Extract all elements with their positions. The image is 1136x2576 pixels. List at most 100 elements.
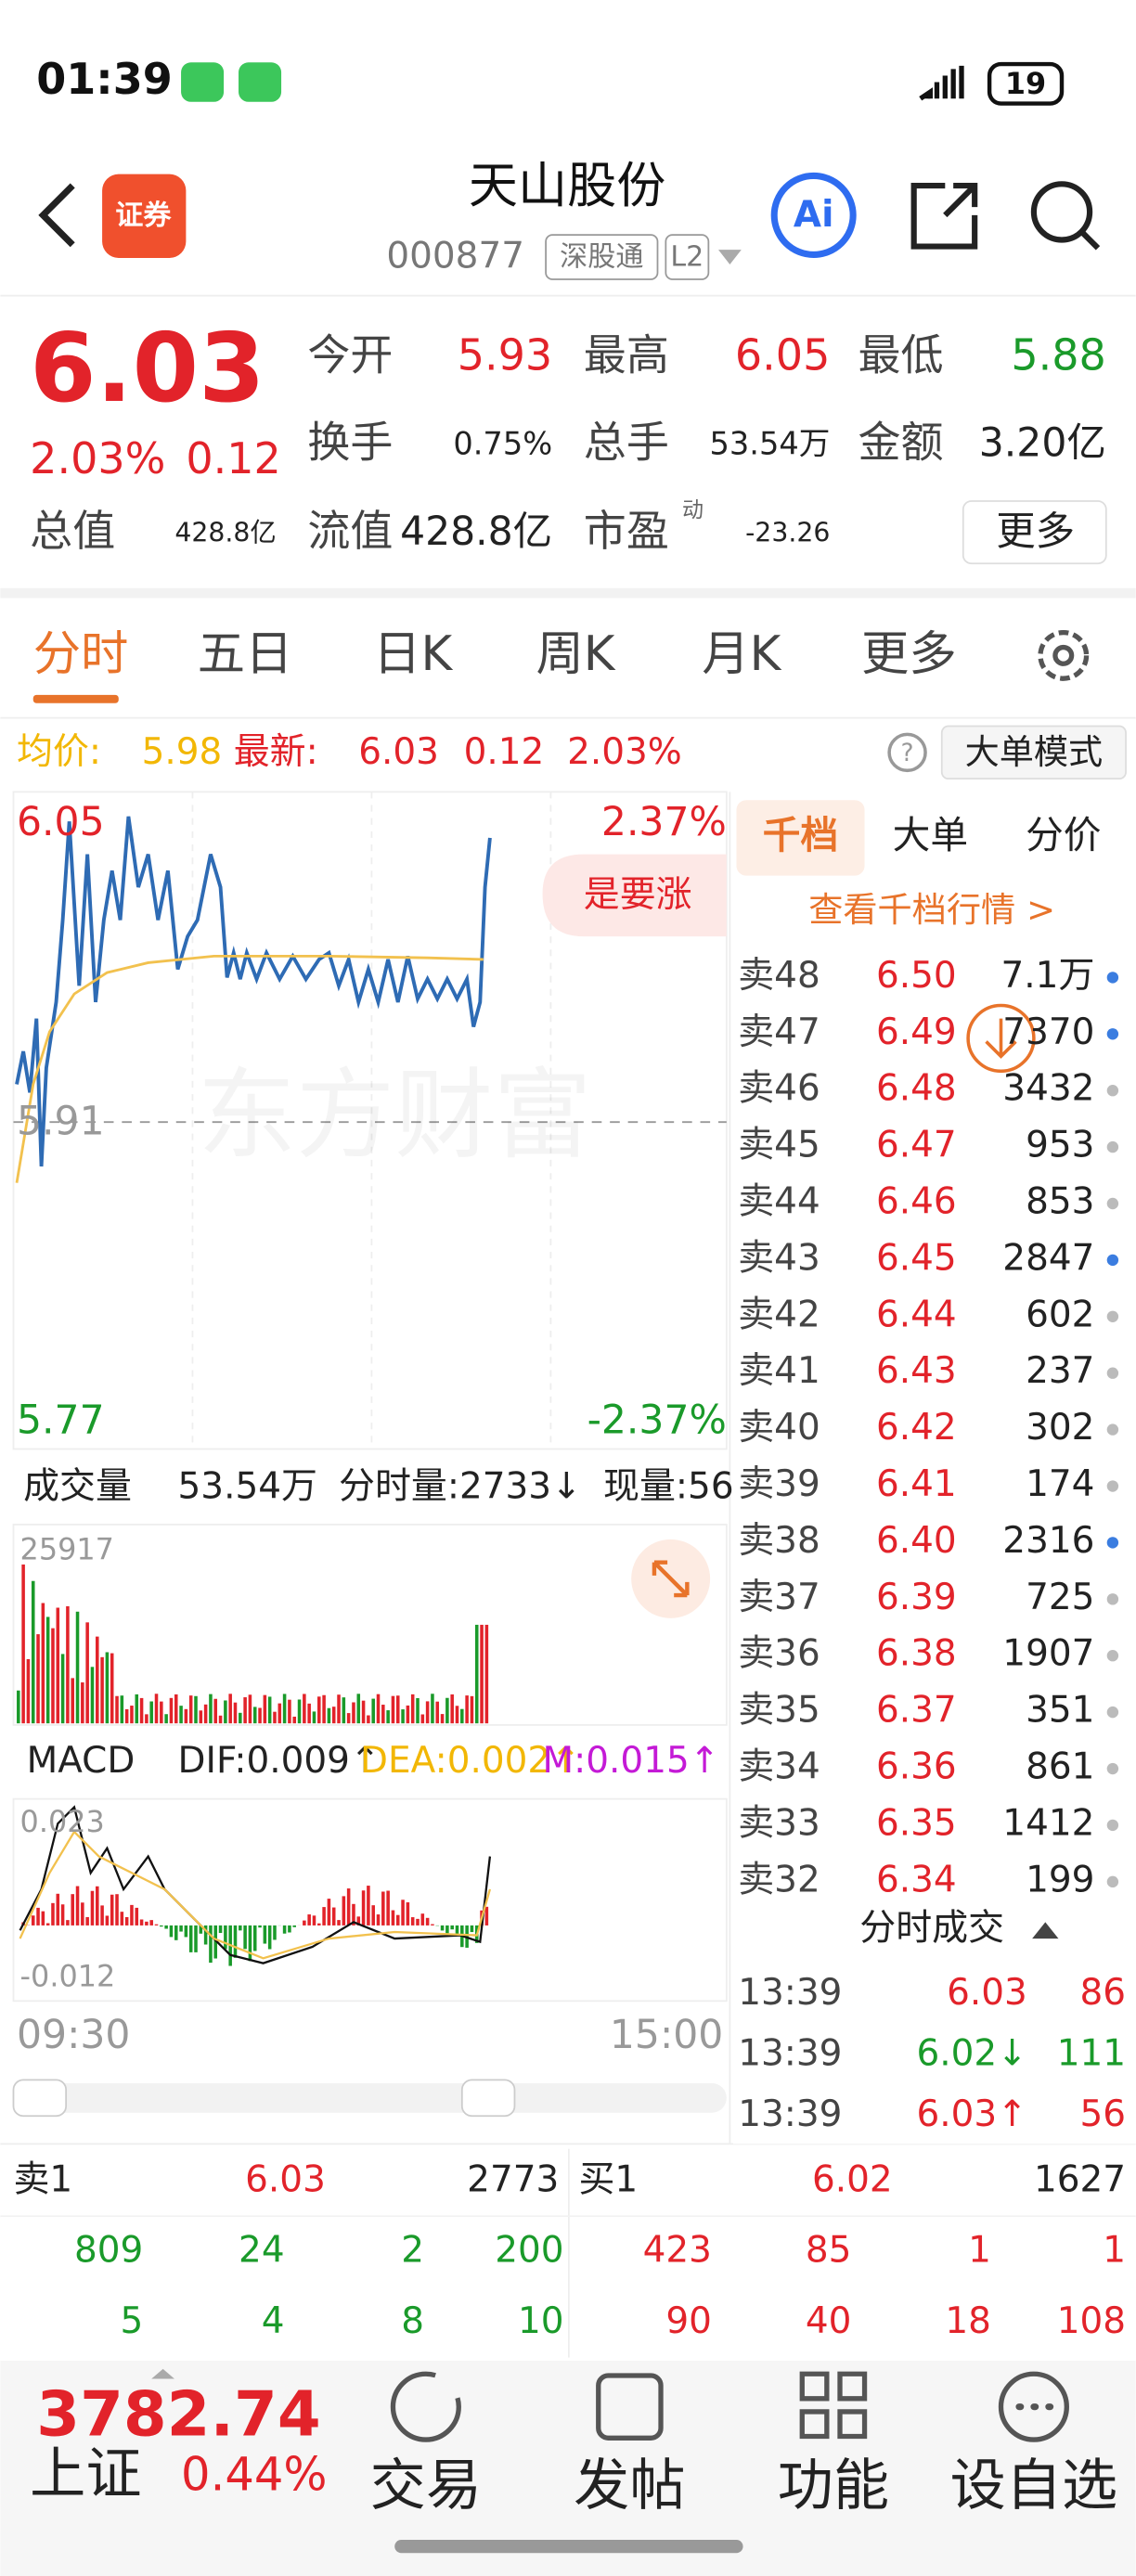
- mode-button[interactable]: [940, 725, 1127, 780]
- trade-time: 13:39: [738, 2032, 842, 2074]
- macd-dea: DEA:0.002↑: [360, 1740, 581, 1782]
- share-button[interactable]: [910, 182, 978, 250]
- nav-label[interactable]: 功能: [778, 2454, 889, 2518]
- nav-label[interactable]: 发帖: [574, 2454, 685, 2518]
- tab[interactable]: 日K: [373, 626, 453, 682]
- tab[interactable]: 五日: [198, 626, 293, 682]
- nav-label[interactable]: 设自选: [950, 2454, 1118, 2518]
- macd-dif: DIF:0.009↑: [178, 1740, 381, 1782]
- volume-bar: [149, 1701, 153, 1724]
- market-tag: 深股通: [560, 240, 643, 273]
- app-badge[interactable]: [102, 174, 187, 258]
- volume-bar: [455, 1706, 459, 1724]
- search-button[interactable]: [1030, 181, 1093, 243]
- back-button[interactable]: [38, 183, 75, 248]
- more-button-text[interactable]: 更多: [996, 509, 1075, 555]
- nav-icon[interactable]: [596, 2373, 664, 2441]
- last-price: 6.03: [30, 314, 265, 424]
- tab[interactable]: 更多: [861, 626, 957, 682]
- nav-icon[interactable]: [998, 2371, 1069, 2442]
- volume-bar: [228, 1694, 232, 1724]
- trade-time: 13:39: [738, 1972, 842, 2014]
- field-value: 3.20亿: [979, 420, 1106, 466]
- macd-bar: [51, 1902, 55, 1926]
- scroll-handle[interactable]: [460, 2079, 516, 2118]
- macd-bar: [120, 1912, 124, 1926]
- ask-level: 卖45: [738, 1125, 820, 1166]
- ask-price: 6.38: [876, 1633, 957, 1675]
- ask-price: 6.37: [876, 1690, 957, 1732]
- book-tab[interactable]: 大单: [893, 813, 968, 857]
- tab[interactable]: 分时: [33, 626, 129, 682]
- volume-bar: [263, 1694, 267, 1724]
- promo-text[interactable]: 是要涨: [584, 874, 692, 916]
- ask-dot: [1106, 1028, 1119, 1040]
- book-tab[interactable]: 分价: [1026, 813, 1101, 857]
- scroll-down-icon: [985, 1018, 1017, 1059]
- ask-volume: 953: [1026, 1125, 1094, 1166]
- home-indicator: [394, 2540, 743, 2554]
- nav-label[interactable]: 交易: [370, 2454, 482, 2518]
- trade-volume: 111: [1057, 2032, 1126, 2074]
- scroll-down-button[interactable]: [966, 1003, 1036, 1074]
- macd-bar: [164, 1925, 168, 1929]
- market-badge: [545, 234, 659, 280]
- volume-bar: [445, 1697, 449, 1724]
- volume-bar: [337, 1694, 341, 1724]
- nav-icon[interactable]: [390, 2371, 461, 2442]
- book-link[interactable]: 查看千档行情 >: [808, 889, 1055, 930]
- macd-bar: [110, 1894, 114, 1926]
- more-button[interactable]: [962, 500, 1107, 565]
- volume-bar: [21, 1564, 25, 1724]
- volume-bar: [303, 1694, 306, 1724]
- ask-price: 6.40: [876, 1520, 957, 1562]
- tab[interactable]: 周K: [536, 626, 615, 682]
- scroll-handle[interactable]: [12, 2079, 68, 2118]
- macd-bar: [263, 1925, 267, 1944]
- trades-title[interactable]: 分时成交: [859, 1908, 1004, 1950]
- macd-bar: [391, 1910, 395, 1926]
- ask-dot: [1106, 1537, 1119, 1549]
- ask-dot: [1106, 1140, 1119, 1153]
- macd-bar: [105, 1915, 110, 1926]
- ask-dot: [1106, 1819, 1119, 1832]
- avg-line: [15, 954, 484, 1183]
- volume-bar: [331, 1707, 336, 1724]
- buy-queue: 40: [806, 2300, 852, 2342]
- ask-level: 卖35: [738, 1690, 820, 1732]
- ask-dot: [1106, 1367, 1119, 1379]
- tab-underline: [32, 694, 119, 703]
- macd-bar: [342, 1896, 346, 1926]
- ai-button[interactable]: [770, 172, 857, 258]
- volume-bar: [435, 1701, 440, 1724]
- ask-volume: 861: [1026, 1746, 1094, 1788]
- book-tab[interactable]: 千档: [763, 813, 838, 857]
- help-button[interactable]: [887, 732, 927, 773]
- macd-bar: [213, 1925, 218, 1959]
- macd-label[interactable]: MACD: [27, 1740, 136, 1782]
- promo-bubble[interactable]: [542, 854, 727, 937]
- field-value: 428.8亿: [400, 509, 552, 555]
- volume-bar: [66, 1605, 70, 1724]
- macd-bar: [188, 1925, 193, 1952]
- macd-bar: [307, 1914, 311, 1926]
- ai-icon: Ai: [794, 194, 833, 236]
- tab[interactable]: 月K: [702, 626, 781, 682]
- ask-price: 6.47: [876, 1125, 957, 1166]
- trade-volume: 56: [1080, 2093, 1127, 2135]
- sell-queue: 809: [74, 2230, 143, 2272]
- ask-price: 6.36: [876, 1746, 957, 1788]
- ask-level: 卖34: [738, 1746, 820, 1788]
- macd-bar: [130, 1904, 134, 1926]
- macd-bottom: -0.012: [20, 1959, 116, 1994]
- mode-button-text[interactable]: 大单模式: [965, 731, 1104, 772]
- macd-bar: [139, 1919, 144, 1926]
- index-value[interactable]: 3782.74: [36, 2378, 320, 2451]
- volume-label[interactable]: 成交量: [23, 1465, 132, 1507]
- volume-bar: [135, 1694, 139, 1724]
- settings-button[interactable]: [1038, 629, 1090, 681]
- macd-bar: [484, 1906, 489, 1926]
- volume-bar: [252, 1707, 257, 1724]
- ask-price: 6.49: [876, 1011, 957, 1053]
- nav-icon[interactable]: [799, 2371, 868, 2440]
